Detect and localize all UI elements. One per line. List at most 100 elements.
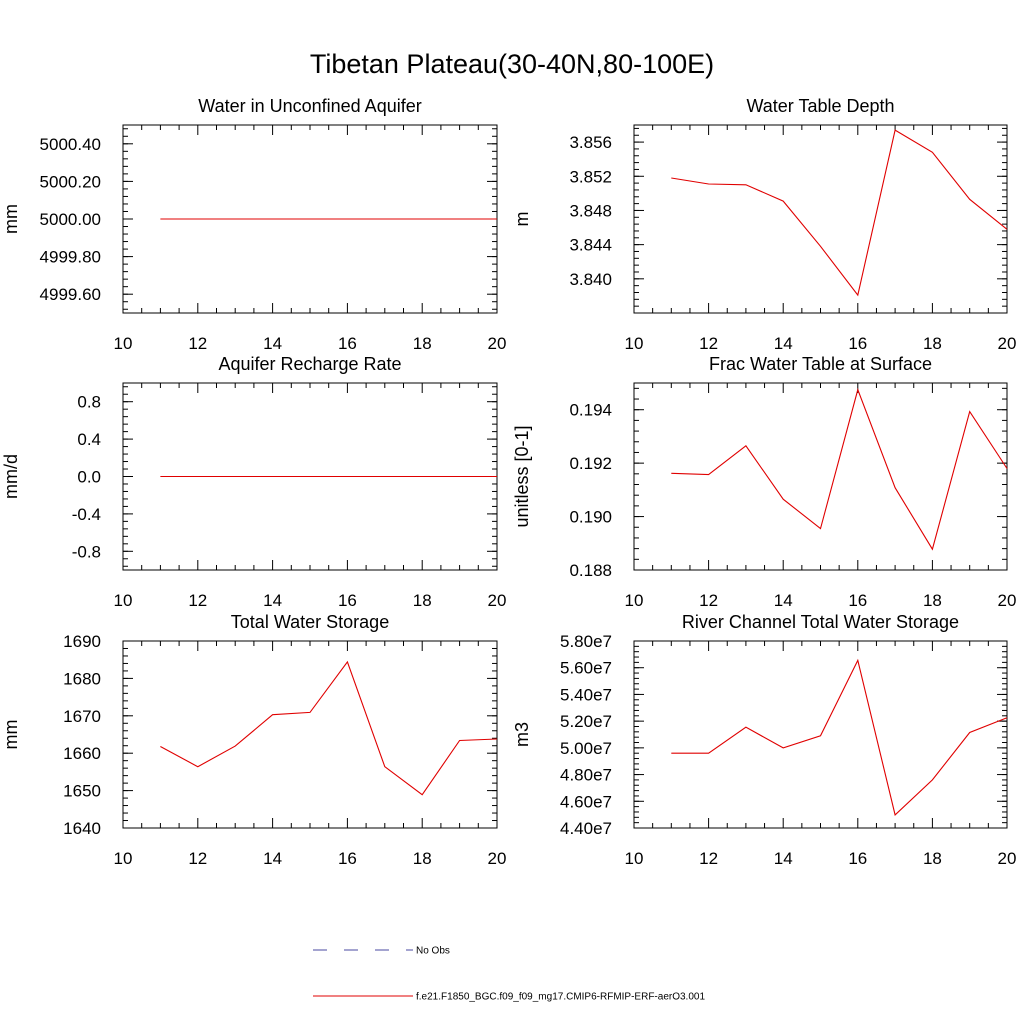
plot-frame [633,124,1008,314]
panel-title: Water in Unconfined Aquifer [198,96,421,116]
x-tick-label: 20 [488,334,507,353]
y-tick-label: 3.856 [569,133,612,152]
panel-1: Water in Unconfined Aquifer mm 10 12 14 16 18 2… [1,96,506,353]
x-tick-label: 18 [413,334,432,353]
y-axis-label: m [512,212,532,227]
x-tick-label: 10 [625,591,644,610]
legend-label-1: No Obs [416,946,450,957]
series-line-1 [160,660,498,796]
series-line-1 [671,129,1008,297]
y-tick-label: 3.844 [569,236,612,255]
y-tick-label: 5.80e7 [560,632,612,651]
panel-title: Aquifer Recharge Rate [218,354,401,374]
y-tick-label: 4.60e7 [560,792,612,811]
panel-title: River Channel Total Water Storage [682,612,959,632]
plot-frame [633,382,1008,571]
panel-title: Total Water Storage [231,612,389,632]
plot-frame [633,640,1008,829]
y-axis-label: mm/d [1,454,21,499]
panel-6: River Channel Total Water Storage m3 10 12 1… [512,612,1016,868]
y-tick-label: 4999.80 [40,248,101,267]
x-tick-label: 12 [699,849,718,868]
x-tick-label: 14 [263,334,282,353]
y-tick-label: 4.40e7 [560,819,612,838]
series-line-1 [671,387,1008,551]
y-tick-label: 0.188 [569,561,612,580]
x-tick-label: 10 [114,334,133,353]
y-tick-label: 5.20e7 [560,712,612,731]
x-tick-label: 14 [774,849,793,868]
y-tick-label: 5000.20 [40,172,101,191]
y-tick-label: 0.190 [569,508,612,527]
x-tick-label: 20 [488,591,507,610]
x-tick-label: 12 [699,591,718,610]
y-tick-label: 5000.00 [40,210,101,229]
y-tick-label: 0.4 [77,430,101,449]
panel-2: Water Table Depth m 10 12 14 16 18 20 3.840 3.844… [512,96,1016,353]
x-tick-label: 12 [188,849,207,868]
series-line-1 [671,658,1008,816]
x-tick-label: 16 [338,334,357,353]
x-tick-label: 20 [998,591,1017,610]
x-tick-label: 14 [263,591,282,610]
y-tick-label: 0.192 [569,454,612,473]
panels-group: Water in Unconfined Aquifer mm 10 12 14 16 18 2… [1,96,1016,868]
x-tick-label: 12 [188,334,207,353]
y-tick-label: 3.852 [569,167,612,186]
x-tick-label: 16 [338,591,357,610]
panel-4: Frac Water Table at Surface unitless [0-1… [512,354,1016,610]
legend: No Obs f.e21.F1850_BGC.f09_f09_mg17.CMIP6… [313,946,705,1003]
y-tick-label: 1650 [63,782,101,801]
plot-frame [122,640,498,829]
x-tick-label: 10 [114,849,133,868]
figure-title: Tibetan Plateau(30-40N,80-100E) [310,49,714,79]
x-tick-label: 10 [625,334,644,353]
x-tick-label: 12 [188,591,207,610]
y-tick-label: 3.848 [569,201,612,220]
x-tick-label: 20 [488,849,507,868]
y-axis-label: mm [1,204,21,234]
x-tick-label: 18 [923,849,942,868]
x-tick-label: 20 [998,334,1017,353]
x-tick-label: 20 [998,849,1017,868]
y-axis-label: unitless [0-1] [512,425,532,527]
y-tick-label: -0.8 [72,542,101,561]
y-tick-label: 4999.60 [40,285,101,304]
y-axis-label: mm [1,720,21,750]
y-tick-label: 1660 [63,744,101,763]
y-tick-label: 1670 [63,707,101,726]
x-tick-label: 16 [848,591,867,610]
x-tick-label: 16 [338,849,357,868]
y-tick-label: 0.8 [77,393,101,412]
y-tick-label: 0.194 [569,401,612,420]
x-tick-label: 14 [263,849,282,868]
x-tick-label: 18 [413,849,432,868]
panel-title: Frac Water Table at Surface [709,354,932,374]
panel-5: Total Water Storage mm 10 12 14 16 18 20 1640 165… [1,612,506,868]
y-tick-label: 5.60e7 [560,659,612,678]
panel-3: Aquifer Recharge Rate mm/d 10 12 14 16 18 20 -0.… [1,354,506,610]
panel-title: Water Table Depth [746,96,894,116]
y-tick-label: 5.40e7 [560,685,612,704]
x-tick-label: 16 [848,334,867,353]
x-tick-label: 14 [774,591,793,610]
x-tick-label: 16 [848,849,867,868]
y-tick-label: -0.4 [72,505,101,524]
y-tick-label: 5000.40 [40,135,101,154]
x-tick-label: 18 [923,334,942,353]
y-tick-label: 1680 [63,669,101,688]
y-tick-label: 3.840 [569,270,612,289]
legend-label-2: f.e21.F1850_BGC.f09_f09_mg17.CMIP6-RFMIP… [416,992,705,1003]
y-tick-label: 1640 [63,819,101,838]
y-axis-label: m3 [512,722,532,747]
x-tick-label: 18 [413,591,432,610]
y-tick-label: 0.0 [77,468,101,487]
x-tick-label: 10 [114,591,133,610]
x-tick-label: 12 [699,334,718,353]
y-tick-label: 1690 [63,632,101,651]
y-tick-label: 4.80e7 [560,766,612,785]
x-tick-label: 18 [923,591,942,610]
y-tick-label: 5.00e7 [560,739,612,758]
x-tick-label: 14 [774,334,793,353]
